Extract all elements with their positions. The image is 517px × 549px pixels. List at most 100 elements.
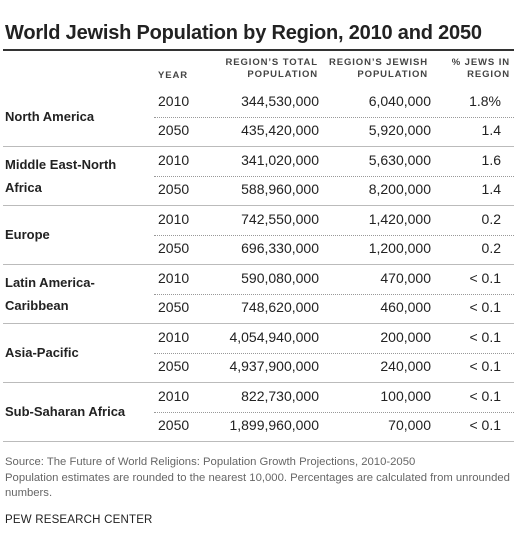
table-row: 2050 748,620,000 460,000 < 0.1	[0, 294, 517, 323]
table-row: 2010 590,080,000 470,000 < 0.1	[0, 265, 517, 294]
table-row: 2010 344,530,000 6,040,000 1.8%	[0, 88, 517, 117]
table-row: 2010 822,730,000 100,000 < 0.1	[0, 383, 517, 412]
cell-percent-jews: < 0.1	[469, 299, 501, 315]
table-row: 2050 4,937,900,000 240,000 < 0.1	[0, 353, 517, 382]
cell-year: 2050	[158, 181, 190, 197]
region-label-line1: Sub-Saharan Africa	[5, 404, 126, 419]
cell-total-population: 4,937,900,000	[229, 358, 319, 374]
cell-jewish-population: 5,920,000	[368, 122, 431, 138]
cell-year: 2050	[158, 122, 190, 138]
cell-year: 2010	[158, 270, 190, 286]
region-label-line1: Asia-Pacific	[5, 345, 79, 360]
row-divider	[154, 235, 514, 236]
header-percent-jews: % JEWS IN REGION	[452, 57, 510, 81]
region-label-line1: Europe	[5, 227, 50, 242]
table-row: 2010 4,054,940,000 200,000 < 0.1	[0, 324, 517, 353]
cell-year: 2050	[158, 299, 190, 315]
cell-jewish-population: 240,000	[380, 358, 431, 374]
region-divider	[3, 382, 514, 383]
cell-year: 2050	[158, 240, 190, 256]
cell-total-population: 435,420,000	[241, 122, 319, 138]
row-divider	[154, 294, 514, 295]
cell-percent-jews: < 0.1	[469, 417, 501, 433]
region-label-line2: Africa	[5, 180, 42, 195]
region-label: Sub-Saharan Africa	[5, 400, 155, 423]
cell-total-population: 344,530,000	[241, 93, 319, 109]
row-divider	[154, 176, 514, 177]
cell-jewish-population: 460,000	[380, 299, 431, 315]
cell-percent-jews: 1.8%	[469, 93, 501, 109]
cell-year: 2050	[158, 358, 190, 374]
header-pct-line2: REGION	[467, 69, 510, 80]
region-divider	[3, 146, 514, 147]
table-row: 2010 341,020,000 5,630,000 1.6	[0, 147, 517, 176]
cell-jewish-population: 100,000	[380, 388, 431, 404]
cell-percent-jews: < 0.1	[469, 388, 501, 404]
cell-total-population: 590,080,000	[241, 270, 319, 286]
region-label-line1: Latin America-	[5, 275, 95, 290]
region-label: Middle East-North Africa	[5, 153, 155, 199]
cell-percent-jews: 1.6	[481, 152, 501, 168]
row-divider	[154, 117, 514, 118]
cell-year: 2010	[158, 329, 190, 345]
source-line-2: Population estimates are rounded to the …	[5, 471, 510, 500]
region-label: Asia-Pacific	[5, 341, 155, 364]
header-jewish-line1: REGION’S JEWISH	[328, 57, 428, 68]
cell-year: 2050	[158, 417, 190, 433]
row-divider	[154, 353, 514, 354]
region-divider	[3, 205, 514, 206]
cell-percent-jews: 0.2	[481, 240, 501, 256]
cell-year: 2010	[158, 152, 190, 168]
region-divider	[3, 323, 514, 324]
cell-year: 2010	[158, 93, 190, 109]
cell-jewish-population: 1,420,000	[368, 211, 431, 227]
region-label-line2: Caribbean	[5, 298, 69, 313]
cell-jewish-population: 470,000	[380, 270, 431, 286]
source-note: Source: The Future of World Religions: P…	[5, 455, 510, 502]
header-jewish-line2: POPULATION	[357, 69, 428, 80]
region-label-line1: North America	[5, 109, 95, 124]
cell-percent-jews: 1.4	[481, 181, 501, 197]
header-total-line1: REGION’S TOTAL	[225, 57, 318, 68]
header-pct-line1: % JEWS IN	[451, 57, 510, 68]
cell-total-population: 742,550,000	[241, 211, 319, 227]
credit: PEW RESEARCH CENTER	[5, 514, 153, 526]
table-row: 2050 588,960,000 8,200,000 1.4	[0, 176, 517, 205]
cell-jewish-population: 70,000	[388, 417, 431, 433]
cell-year: 2010	[158, 211, 190, 227]
cell-jewish-population: 5,630,000	[368, 152, 431, 168]
cell-year: 2010	[158, 388, 190, 404]
cell-total-population: 822,730,000	[241, 388, 319, 404]
cell-jewish-population: 1,200,000	[368, 240, 431, 256]
cell-total-population: 748,620,000	[241, 299, 319, 315]
cell-total-population: 1,899,960,000	[229, 417, 319, 433]
header-jewish-population: REGION’S JEWISH POPULATION	[329, 57, 428, 81]
region-label-line1: Middle East-North	[5, 157, 117, 172]
cell-percent-jews: < 0.1	[469, 329, 501, 345]
cell-total-population: 588,960,000	[241, 181, 319, 197]
header-total-population: REGION’S TOTAL POPULATION	[226, 57, 318, 81]
cell-percent-jews: 0.2	[481, 211, 501, 227]
table-row: 2050 696,330,000 1,200,000 0.2	[0, 235, 517, 264]
header-year: YEAR	[158, 70, 188, 81]
cell-percent-jews: < 0.1	[469, 270, 501, 286]
cell-percent-jews: < 0.1	[469, 358, 501, 374]
region-divider	[3, 264, 514, 265]
cell-jewish-population: 6,040,000	[368, 93, 431, 109]
row-divider	[154, 412, 514, 413]
cell-jewish-population: 200,000	[380, 329, 431, 345]
table-row: 2050 1,899,960,000 70,000 < 0.1	[0, 412, 517, 441]
cell-jewish-population: 8,200,000	[368, 181, 431, 197]
table-row: 2010 742,550,000 1,420,000 0.2	[0, 206, 517, 235]
header-total-line2: POPULATION	[247, 69, 318, 80]
title-rule	[3, 49, 514, 51]
table-row: 2050 435,420,000 5,920,000 1.4	[0, 117, 517, 146]
region-label: Europe	[5, 223, 155, 246]
page-title: World Jewish Population by Region, 2010 …	[5, 22, 482, 44]
cell-total-population: 696,330,000	[241, 240, 319, 256]
cell-total-population: 341,020,000	[241, 152, 319, 168]
source-line-1: Source: The Future of World Religions: P…	[5, 456, 416, 468]
region-label: North America	[5, 105, 155, 128]
region-divider	[3, 441, 514, 442]
